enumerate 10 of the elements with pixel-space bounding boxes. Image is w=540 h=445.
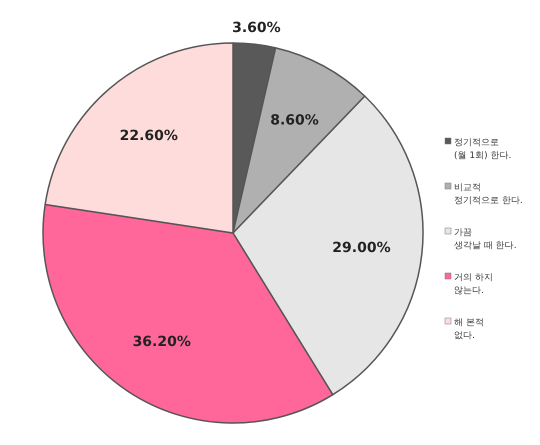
legend-label: 거의 하지 않는다. xyxy=(454,273,493,296)
data-label: 29.00% xyxy=(332,240,391,256)
legend-label: 해 본적 없다. xyxy=(454,318,484,341)
data-label: 8.60% xyxy=(270,112,319,128)
data-label: 3.60% xyxy=(232,20,281,36)
data-label: 22.60% xyxy=(120,128,178,144)
legend-label: 비교적 정기적으로 한다. xyxy=(454,183,523,206)
data-label: 36.20% xyxy=(132,334,191,350)
legend-label: 정기적으로 (월 1회) 한다. xyxy=(454,138,512,161)
legend-label: 가끔 생각날 때 한다. xyxy=(454,228,517,251)
